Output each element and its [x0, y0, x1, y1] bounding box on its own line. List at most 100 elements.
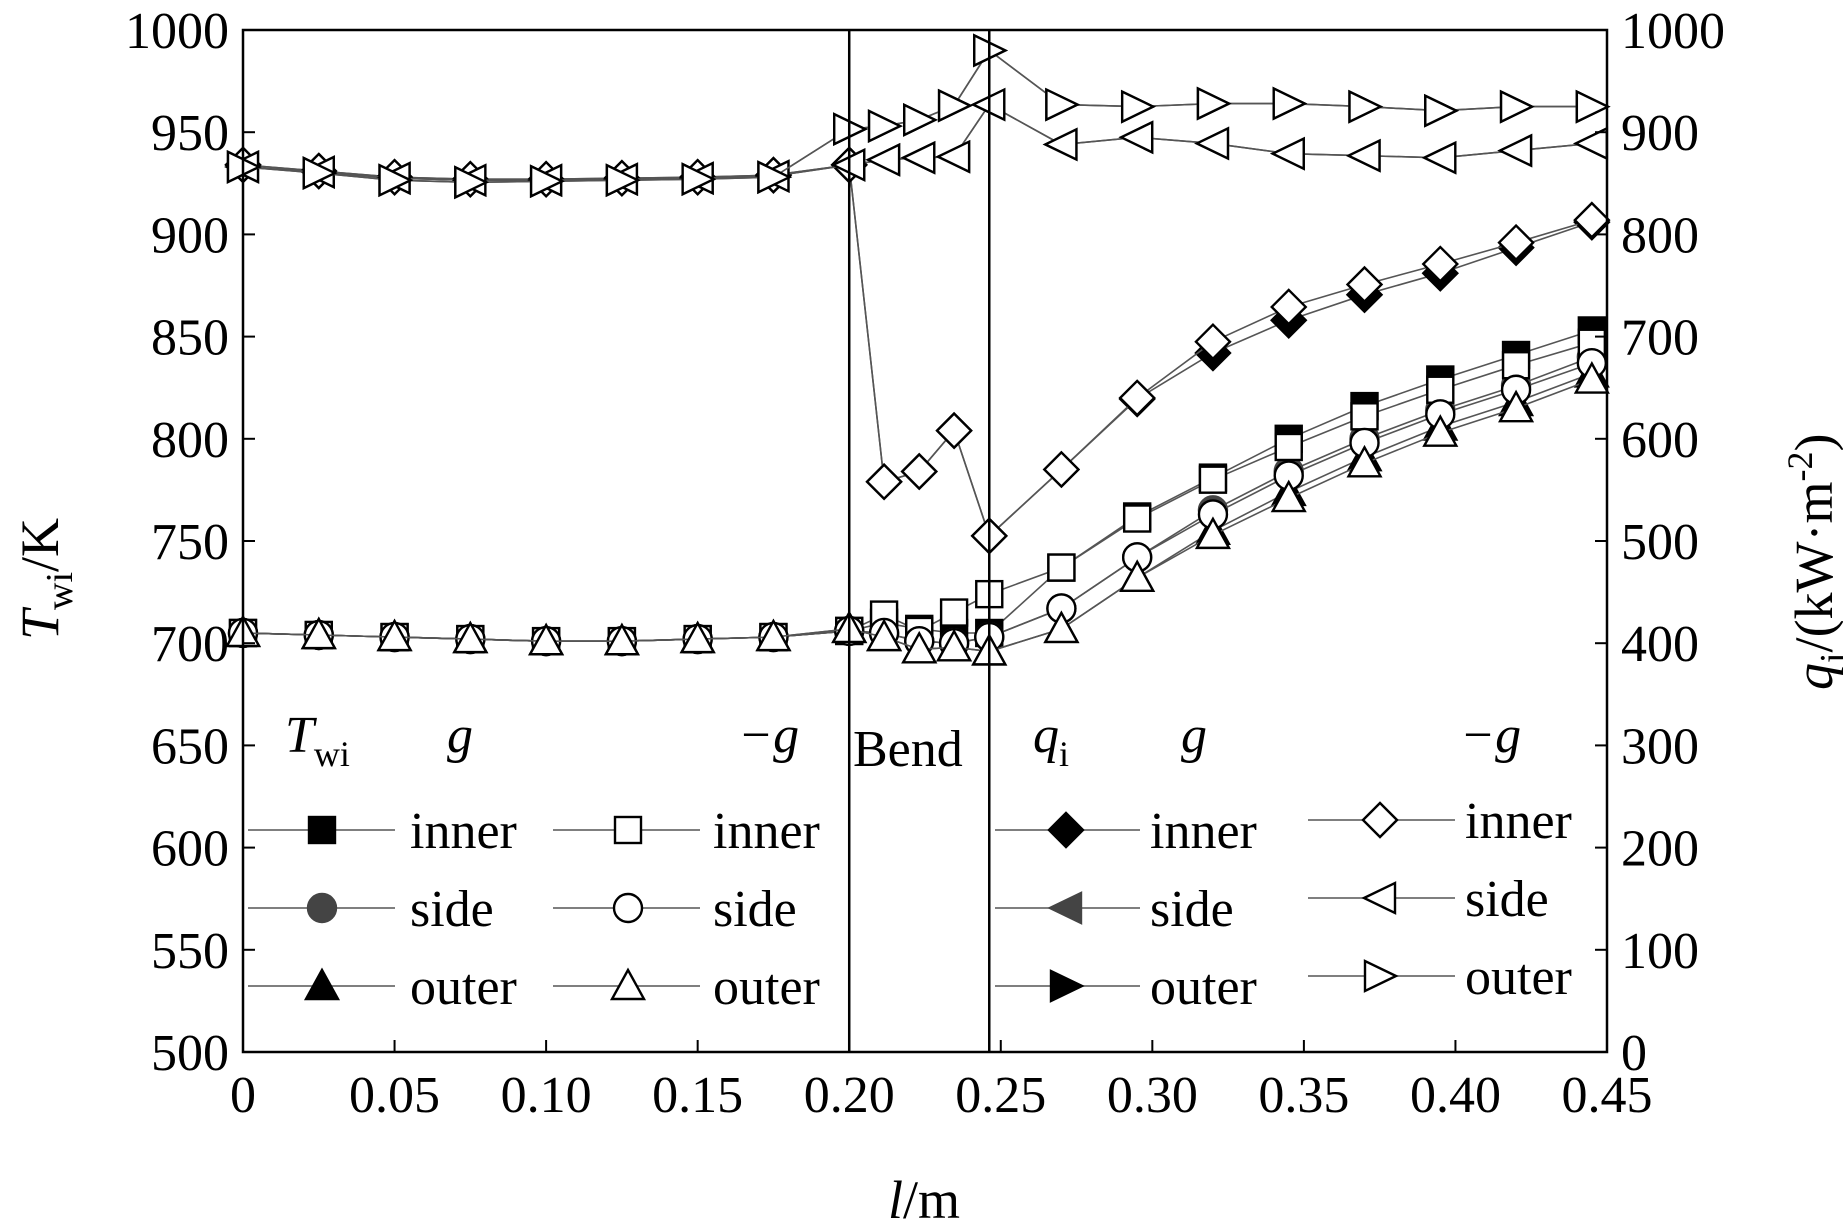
section-label-twi: Twi: [285, 707, 350, 774]
x-tick-label: 0.10: [501, 1067, 592, 1124]
legend: inner side outer inner side outer inner side out…: [248, 793, 1572, 1016]
data-point: [1269, 136, 1305, 171]
tick-layer: 0 0.05 0.10 0.15 0.20 0.25 0.30 0.35 0.40 0.45 500…: [125, 3, 1725, 1124]
data-point: [865, 142, 901, 177]
data-point: [1421, 140, 1457, 175]
y-right-tick-label: 100: [1621, 923, 1699, 980]
y-left-tick-label: 700: [151, 616, 229, 673]
y-left-tick-label: 600: [151, 821, 229, 878]
x-tick-label: 0.20: [804, 1067, 895, 1124]
data-point: [1501, 351, 1531, 380]
data-point: [528, 622, 565, 656]
section-label-neg-g-right: −g: [1460, 707, 1521, 764]
x-tick-label: 0.35: [1258, 1067, 1349, 1124]
legend-marker: [613, 815, 643, 845]
data-point: [1421, 245, 1459, 283]
data-point: [1118, 379, 1156, 417]
legend-label: side: [1465, 871, 1549, 928]
legend-group-qi_g: inner side outer: [995, 803, 1257, 1016]
data-point: [1497, 223, 1535, 262]
y-axis-left-title: Twi/K: [10, 518, 81, 640]
legend-item-side: side: [248, 881, 494, 938]
data-point: [1422, 414, 1459, 447]
y-right-tick-label: 400: [1621, 616, 1699, 673]
data-point: [300, 616, 337, 650]
data-point: [936, 628, 973, 662]
data-point: [757, 160, 793, 195]
section-label-bend: Bend: [853, 721, 963, 778]
legend-label: inner: [1465, 793, 1572, 850]
y-left-tick-label: 800: [151, 412, 229, 469]
data-point: [866, 618, 903, 652]
data-point: [529, 164, 565, 199]
y-right-tick-label: 0: [1621, 1025, 1647, 1082]
series-qi_g-inner: [224, 146, 1611, 555]
data-point: [1270, 288, 1308, 326]
data-point: [1047, 553, 1076, 582]
data-point: [1346, 444, 1383, 478]
series-qi_neg_g-side: [224, 87, 1609, 198]
data-point: [1198, 465, 1228, 494]
y-left-tick-label: 750: [151, 514, 229, 571]
x-tick-label: 0.25: [955, 1067, 1046, 1124]
y-left-tick-label: 950: [151, 105, 229, 162]
data-point: [1348, 89, 1384, 124]
section-label-neg-g-left: −g: [738, 707, 799, 764]
data-point: [901, 630, 938, 664]
y-right-tick-label: 900: [1621, 105, 1699, 162]
data-point: [1120, 89, 1156, 124]
legend-item-side: side: [995, 881, 1234, 938]
series-qi_neg_g-outer: [226, 33, 1611, 200]
y-left-tick-label: 1000: [125, 3, 229, 60]
series-Twi_g-side: [227, 341, 1608, 659]
series-Twi_neg_g-side: [227, 347, 1608, 659]
data-point: [935, 411, 973, 450]
legend-label: inner: [713, 803, 820, 860]
series-qi_neg_g-inner: [224, 146, 1611, 555]
series-line: [242, 378, 1593, 653]
data-point: [1497, 133, 1533, 168]
series-layer: [224, 33, 1611, 666]
legend-item-outer: outer: [248, 959, 517, 1016]
data-point: [1043, 610, 1080, 644]
series-Twi_neg_g-inner: [228, 328, 1607, 656]
series-line: [242, 372, 1593, 653]
y-right-tick-label: 1000: [1621, 3, 1725, 60]
y-right-tick-label: 700: [1621, 310, 1699, 367]
data-point: [1194, 323, 1232, 361]
data-point: [1274, 432, 1303, 462]
y-left-tick-label: 650: [151, 718, 229, 775]
data-point: [1118, 120, 1154, 155]
x-tick-label: 0.15: [652, 1067, 743, 1124]
legend-marker: [1361, 881, 1397, 915]
data-point: [1045, 87, 1081, 122]
data-point: [1270, 479, 1307, 513]
legend-item-outer: outer: [1308, 949, 1572, 1006]
data-point: [1042, 450, 1081, 489]
data-point: [302, 156, 338, 190]
legend-item-side: side: [553, 881, 797, 938]
data-point: [1042, 127, 1078, 162]
legend-marker: [609, 967, 647, 1001]
data-point: [1194, 516, 1231, 550]
data-point: [867, 109, 903, 143]
legend-item-side: side: [1308, 871, 1549, 928]
series-line: [242, 341, 1593, 643]
y-left-tick-label: 500: [151, 1025, 229, 1082]
data-point: [865, 463, 903, 501]
y-left-tick-label: 550: [151, 923, 229, 980]
x-tick-label: 0.45: [1562, 1067, 1653, 1124]
data-point: [1498, 389, 1535, 423]
legend-label: outer: [713, 959, 820, 1016]
data-point: [1575, 89, 1611, 124]
data-point: [1426, 375, 1455, 404]
data-point: [939, 598, 969, 627]
legend-marker: [306, 892, 338, 924]
data-point: [681, 162, 717, 197]
data-point: [603, 622, 640, 656]
data-point: [900, 452, 938, 491]
x-axis-title: l/m: [888, 1170, 960, 1228]
legend-item-inner: inner: [995, 803, 1257, 860]
data-point: [935, 139, 971, 174]
series-Twi_neg_g-outer: [224, 361, 1610, 666]
